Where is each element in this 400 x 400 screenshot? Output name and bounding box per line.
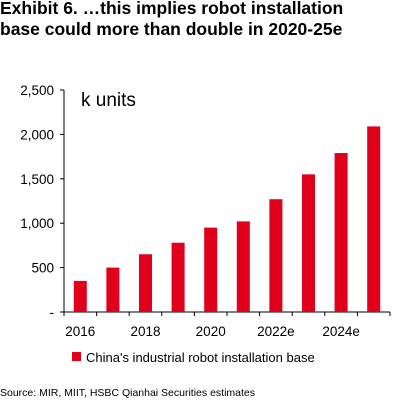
y-tick-label: 1,000 bbox=[20, 216, 54, 231]
legend-swatch bbox=[72, 352, 81, 361]
y-tick-label: - bbox=[50, 305, 55, 320]
source-note: Source: MIR, MIIT, HSBC Qianhai Securiti… bbox=[0, 387, 255, 399]
legend: China's industrial robot installation ba… bbox=[72, 350, 315, 365]
bar bbox=[334, 153, 348, 312]
y-tick-label: 500 bbox=[31, 261, 54, 276]
bar bbox=[367, 126, 381, 313]
x-tick-label: 2016 bbox=[65, 324, 95, 339]
bar bbox=[106, 267, 120, 312]
x-axis: 2016 2018 2020 2022e 2024e bbox=[63, 311, 391, 339]
y-tick-label: 2,500 bbox=[20, 83, 54, 98]
unit-label: k units bbox=[81, 90, 136, 111]
y-axis: - 500 1,000 1,500 2,000 2,500 bbox=[20, 83, 65, 320]
bar bbox=[301, 174, 316, 312]
x-tick-label: 2022e bbox=[257, 324, 295, 339]
bar bbox=[236, 221, 250, 312]
y-tick-label: 1,500 bbox=[20, 172, 54, 187]
bar bbox=[204, 227, 218, 312]
x-tick-label: 2020 bbox=[196, 324, 226, 339]
chart-title-line-1: Exhibit 6. …this implies robot installat… bbox=[0, 0, 344, 18]
bar bbox=[269, 199, 283, 312]
chart-title: Exhibit 6. …this implies robot installat… bbox=[0, 0, 400, 40]
bar bbox=[73, 280, 87, 312]
bar bbox=[171, 242, 185, 312]
x-tick-label: 2018 bbox=[130, 324, 160, 339]
x-tick-label: 2024e bbox=[322, 324, 360, 339]
bar bbox=[138, 254, 153, 312]
legend-label: China's industrial robot installation ba… bbox=[86, 350, 315, 365]
y-tick-label: 2,000 bbox=[20, 127, 54, 142]
bar-series bbox=[73, 126, 381, 313]
chart-title-line-2: base could more than double in 2020-25e bbox=[0, 19, 343, 39]
